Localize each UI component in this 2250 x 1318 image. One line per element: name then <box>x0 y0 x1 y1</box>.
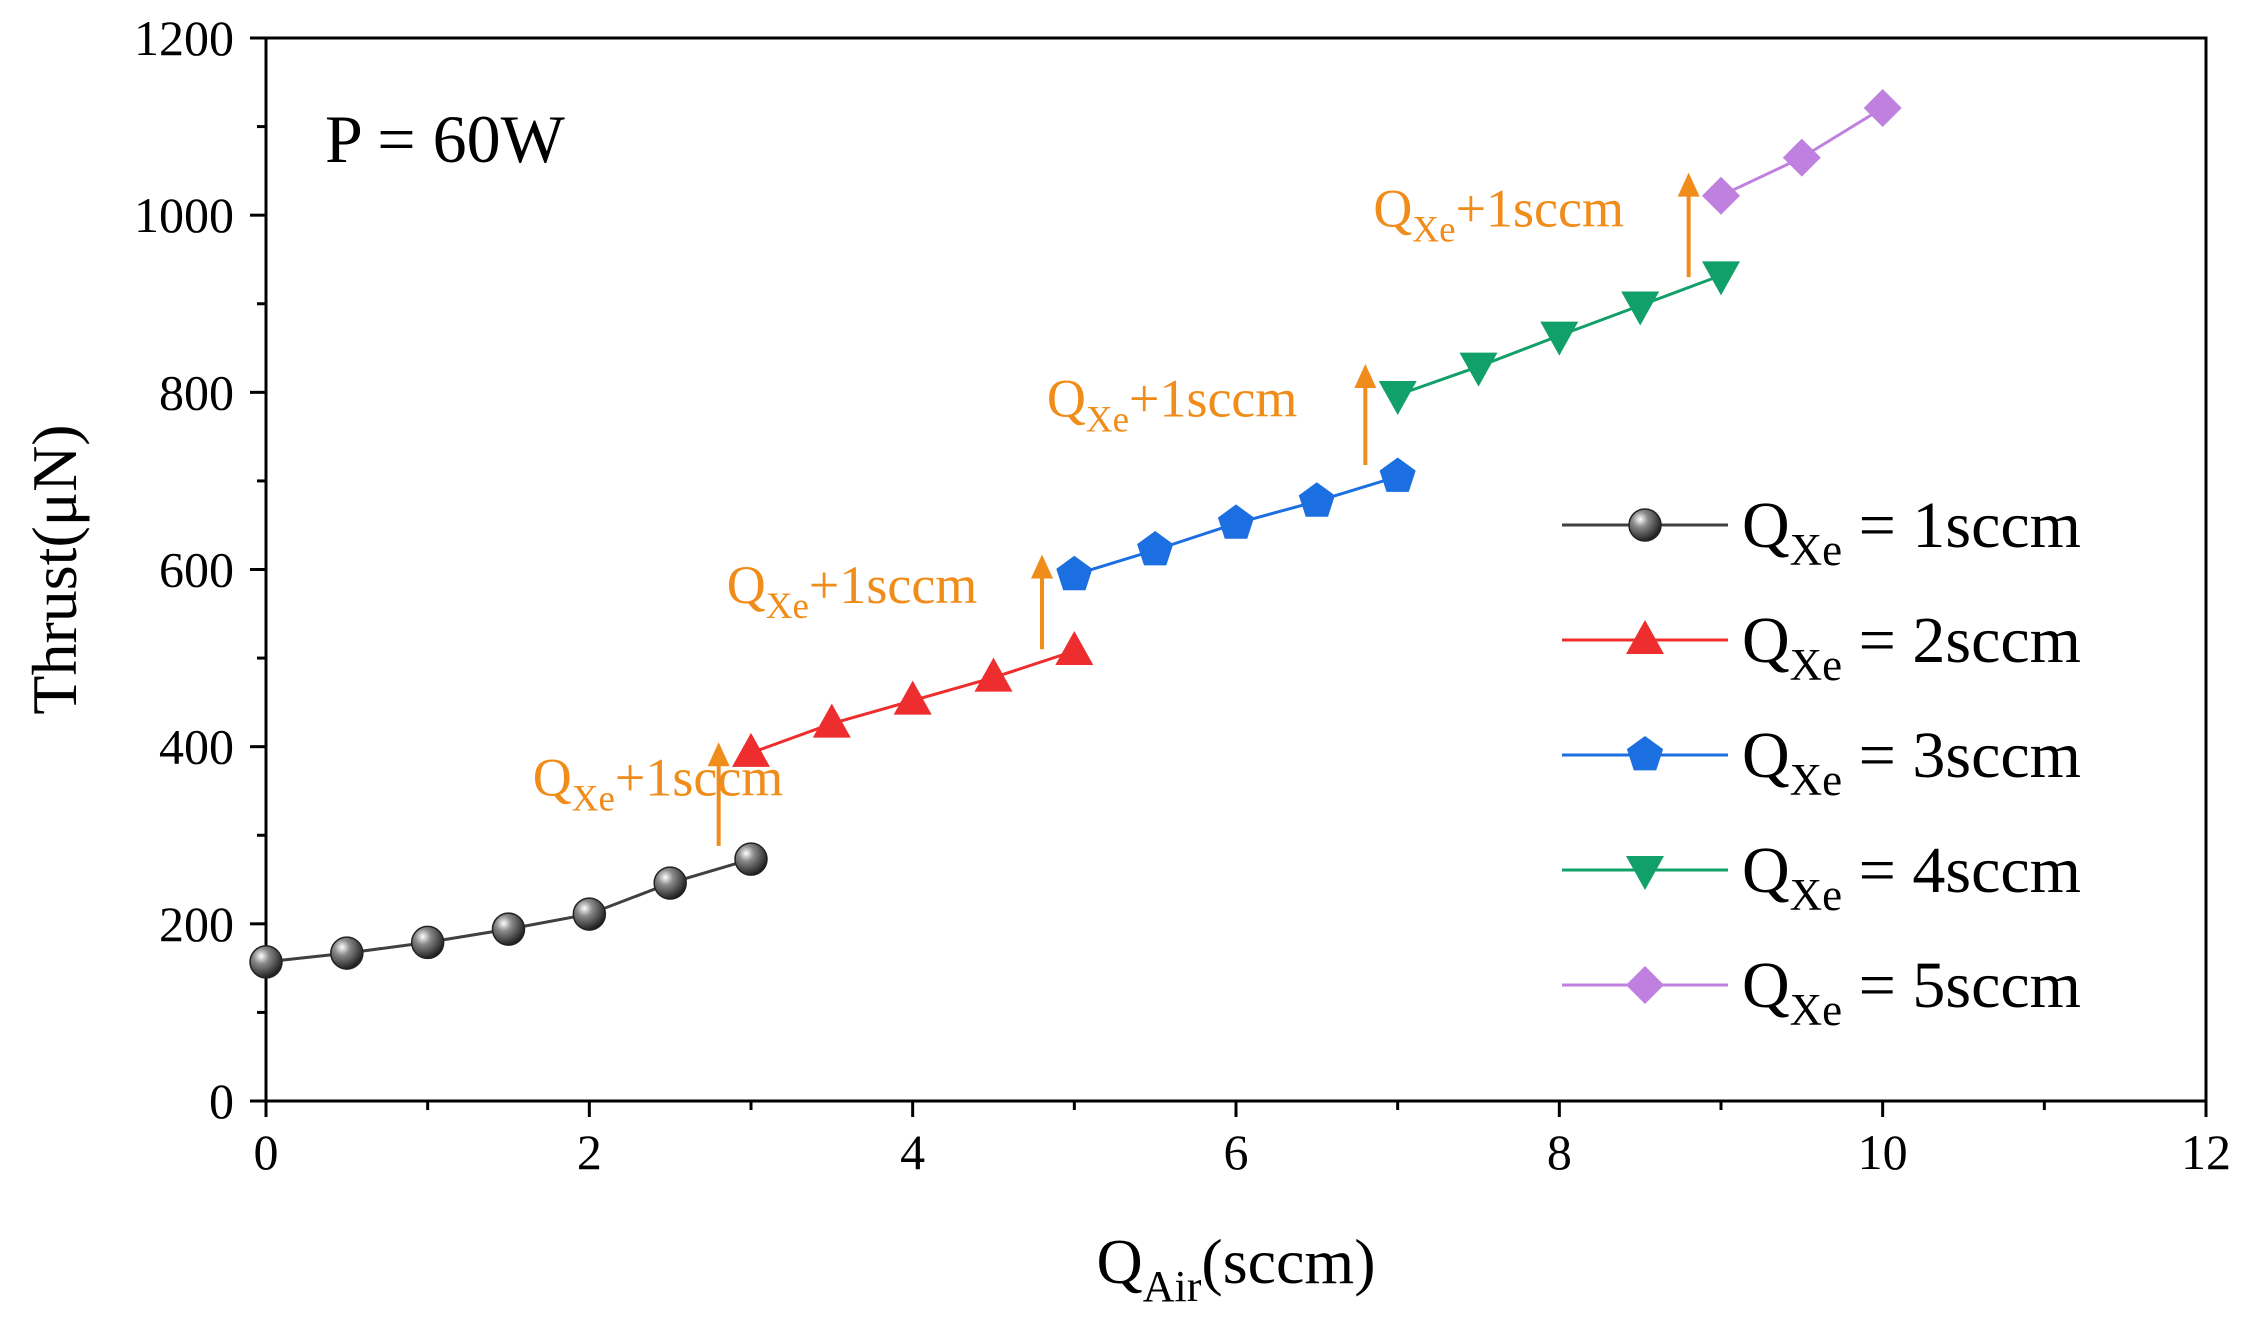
series-5 <box>1702 89 1902 215</box>
step-annotation-2: QXe+1sccm <box>727 554 1053 650</box>
legend-label: QXe = 3sccm <box>1742 719 2081 805</box>
data-point <box>1702 261 1740 296</box>
y-tick-label: 600 <box>159 542 234 598</box>
series-3 <box>1056 457 1416 591</box>
x-tick-label: 0 <box>254 1124 279 1180</box>
y-tick-label: 200 <box>159 896 234 952</box>
series-2 <box>732 631 1094 767</box>
data-point <box>1459 352 1498 387</box>
data-point <box>1378 381 1417 415</box>
data-point <box>330 936 364 970</box>
data-point <box>1621 291 1660 326</box>
step-label: QXe+1sccm <box>1047 368 1298 440</box>
step-annotation-4: QXe+1sccm <box>1373 172 1700 278</box>
data-point <box>1217 504 1255 539</box>
legend-item: QXe = 1sccm <box>1562 489 2081 575</box>
legend-label: QXe = 4sccm <box>1742 834 2081 920</box>
y-tick-label: 0 <box>209 1073 234 1129</box>
x-tick-label: 8 <box>1547 1124 1572 1180</box>
y-tick-label: 1200 <box>134 10 234 66</box>
legend: QXe = 1sccm QXe = 2sccm QXe = 3sccm QXe = 4… <box>1562 489 2081 1035</box>
legend-label: QXe = 1sccm <box>1742 489 2081 575</box>
x-tick-label: 10 <box>1858 1124 1908 1180</box>
data-point <box>1055 631 1094 665</box>
x-tick-label: 4 <box>900 1124 925 1180</box>
legend-item: QXe = 4sccm <box>1562 834 2081 920</box>
legend-item: QXe = 2sccm <box>1562 604 2081 690</box>
data-point <box>1863 89 1902 127</box>
x-tick-label: 12 <box>2181 1124 2231 1180</box>
data-point <box>491 912 526 946</box>
data-point <box>893 680 932 715</box>
data-point <box>249 945 283 979</box>
data-point <box>1298 482 1335 517</box>
data-point <box>1137 531 1174 566</box>
legend-marker <box>1626 856 1664 890</box>
step-arrow-head <box>1031 554 1053 579</box>
legend-marker <box>1628 508 1662 542</box>
data-point <box>653 866 687 900</box>
data-point <box>410 925 445 960</box>
y-tick-label: 400 <box>159 719 234 775</box>
data-point <box>572 897 607 931</box>
step-arrow-head <box>707 742 730 767</box>
step-annotation-3: QXe+1sccm <box>1047 363 1377 465</box>
data-point <box>734 842 768 876</box>
step-label: QXe+1sccm <box>533 747 784 819</box>
y-tick-label: 800 <box>159 364 234 420</box>
legend-item: QXe = 5sccm <box>1562 949 2081 1035</box>
data-point <box>1702 176 1740 215</box>
data-point <box>1379 457 1416 492</box>
x-axis-title: QAir(sccm) <box>1097 1226 1376 1311</box>
data-point <box>1782 138 1821 177</box>
y-axis-title: Thrust(μN) <box>19 424 90 714</box>
legend-label: QXe = 5sccm <box>1742 949 2081 1035</box>
data-point <box>1056 555 1093 591</box>
data-point <box>732 732 770 767</box>
x-tick-label: 2 <box>577 1124 602 1180</box>
power-annotation: P = 60W <box>325 101 566 177</box>
step-label: QXe+1sccm <box>727 555 978 627</box>
series-1 <box>249 842 768 979</box>
legend-marker <box>1626 966 1664 1004</box>
step-arrow-head <box>1677 172 1700 197</box>
x-tick-label: 6 <box>1224 1124 1249 1180</box>
step-label: QXe+1sccm <box>1373 179 1624 251</box>
data-point <box>974 657 1013 692</box>
legend-label: QXe = 2sccm <box>1742 604 2081 690</box>
legend-marker <box>1626 620 1664 654</box>
series-4 <box>1378 261 1740 415</box>
data-point <box>1540 321 1579 356</box>
y-tick-label: 1000 <box>134 187 234 243</box>
legend-item: QXe = 3sccm <box>1562 719 2081 805</box>
step-arrow-head <box>1354 363 1377 388</box>
step-annotation-1: QXe+1sccm <box>533 742 784 846</box>
data-point <box>812 703 851 738</box>
legend-marker <box>1626 736 1664 771</box>
